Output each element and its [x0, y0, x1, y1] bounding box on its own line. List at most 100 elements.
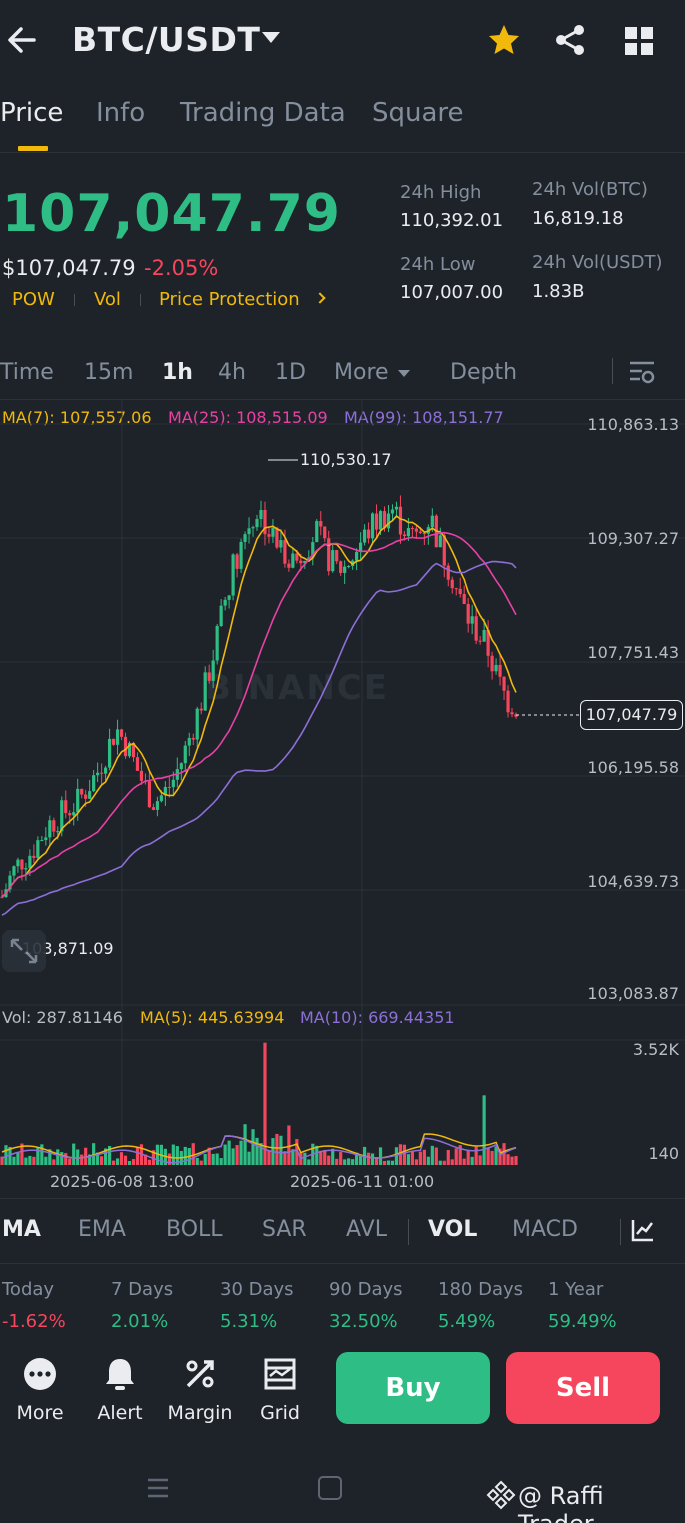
indicator-ma[interactable]: MA: [2, 1217, 41, 1242]
volume-bar: [275, 1133, 279, 1165]
tab-price[interactable]: Price: [0, 98, 64, 128]
interval-time[interactable]: Time: [0, 360, 54, 385]
home-icon[interactable]: [318, 1476, 342, 1500]
back-arrow-icon[interactable]: [6, 20, 38, 60]
interval-1h[interactable]: 1h: [162, 360, 193, 385]
candle-body: [386, 513, 391, 529]
candle-body: [370, 513, 375, 539]
interval-1d[interactable]: 1D: [275, 360, 306, 385]
volume-bar: [36, 1147, 40, 1165]
tag-pow[interactable]: POW: [12, 289, 55, 310]
candle-body: [72, 812, 76, 816]
volume-bar: [227, 1140, 231, 1165]
star-icon[interactable]: [486, 22, 522, 58]
candle-body: [251, 527, 255, 529]
chart-settings-icon[interactable]: [628, 358, 656, 386]
tab-trading-data[interactable]: Trading Data: [180, 98, 346, 128]
volume-bar: [418, 1151, 422, 1165]
grid-button[interactable]: Grid: [245, 1354, 315, 1424]
interval-4h[interactable]: 4h: [218, 360, 246, 385]
perf-value-180d: 5.49%: [438, 1311, 496, 1332]
interval-depth[interactable]: Depth: [450, 360, 518, 385]
candle-body: [255, 519, 259, 528]
interval-15m[interactable]: 15m: [84, 360, 134, 385]
sell-button[interactable]: Sell: [506, 1352, 660, 1424]
indicator-sar[interactable]: SAR: [262, 1217, 307, 1242]
volume-bar: [307, 1159, 311, 1165]
volume-bar: [203, 1153, 207, 1165]
y-axis-label: 104,639.73: [587, 872, 679, 891]
candle-body: [359, 542, 363, 552]
recent-apps-icon[interactable]: [146, 1476, 170, 1500]
volume-bar: [183, 1146, 187, 1165]
candle-body: [327, 538, 331, 572]
volume-bar: [207, 1147, 211, 1165]
alert-button[interactable]: Alert: [85, 1354, 155, 1424]
caret-down-icon[interactable]: [398, 370, 410, 377]
buy-button[interactable]: Buy: [336, 1352, 490, 1424]
ma25-line: [1, 531, 517, 898]
caret-down-icon[interactable]: [262, 32, 280, 43]
candle-body: [211, 660, 215, 681]
share-icon[interactable]: [552, 22, 588, 58]
indicator-macd[interactable]: MACD: [512, 1217, 578, 1242]
ma99-legend: MA(99): 108,151.77: [344, 408, 504, 427]
volume-bar: [374, 1157, 379, 1165]
perf-label-today: Today: [2, 1279, 55, 1300]
indicator-ema[interactable]: EMA: [78, 1217, 126, 1242]
chevron-right-icon[interactable]: [314, 292, 326, 304]
candle-body: [478, 640, 482, 642]
volume-bar: [151, 1150, 156, 1165]
candle-body: [159, 795, 163, 802]
indicator-vol[interactable]: VOL: [428, 1217, 478, 1242]
indicator-boll[interactable]: BOLL: [166, 1217, 223, 1242]
candle-body: [295, 553, 299, 561]
candle-body: [171, 779, 175, 788]
candle-body: [92, 775, 96, 792]
grid-bot-icon: [260, 1354, 300, 1394]
candle-body: [139, 770, 144, 781]
margin-button[interactable]: Margin: [165, 1354, 235, 1424]
grid-icon[interactable]: [622, 24, 656, 58]
perf-value-1y: 59.49%: [548, 1311, 617, 1332]
candle-body: [498, 664, 502, 677]
volume-bar: [498, 1148, 502, 1165]
volume-bar: [394, 1147, 399, 1165]
pair-title[interactable]: BTC/USDT: [72, 20, 261, 59]
ma99-line: [1, 560, 517, 916]
volume-bar: [279, 1135, 283, 1165]
volume-bar: [235, 1145, 239, 1165]
volume-bar: [231, 1148, 235, 1165]
candle-body: [243, 534, 247, 542]
volume-bar: [450, 1159, 454, 1165]
volume-bar: [28, 1155, 32, 1165]
candle-body: [303, 560, 307, 564]
tag-price-protection[interactable]: Price Protection: [159, 289, 300, 310]
candle-body: [60, 800, 64, 832]
candle-body: [84, 794, 88, 799]
candle-body: [470, 616, 474, 624]
candlestick-chart[interactable]: [0, 400, 685, 1200]
volume-bar: [422, 1149, 426, 1165]
candle-body: [259, 510, 263, 520]
candle-body: [0, 896, 4, 898]
volume-bar: [103, 1148, 108, 1165]
volume-bar: [283, 1151, 287, 1165]
indicator-settings-icon[interactable]: [630, 1217, 656, 1243]
candle-body: [80, 788, 84, 795]
indicator-avl[interactable]: AVL: [346, 1217, 387, 1242]
candle-body: [32, 855, 36, 858]
volume-bar: [458, 1145, 462, 1165]
tab-info[interactable]: Info: [96, 98, 146, 128]
candle-body: [24, 868, 28, 870]
volume-bar: [335, 1158, 339, 1165]
perf-label-1y: 1 Year: [548, 1279, 604, 1300]
more-button[interactable]: More: [5, 1354, 75, 1424]
expand-chart-button[interactable]: [2, 930, 46, 972]
candle-body: [486, 629, 490, 656]
volume-bar: [355, 1152, 359, 1165]
tab-square[interactable]: Square: [372, 98, 464, 128]
interval-more[interactable]: More: [334, 360, 389, 385]
tag-vol[interactable]: Vol: [94, 289, 121, 310]
divider: [620, 1219, 621, 1245]
